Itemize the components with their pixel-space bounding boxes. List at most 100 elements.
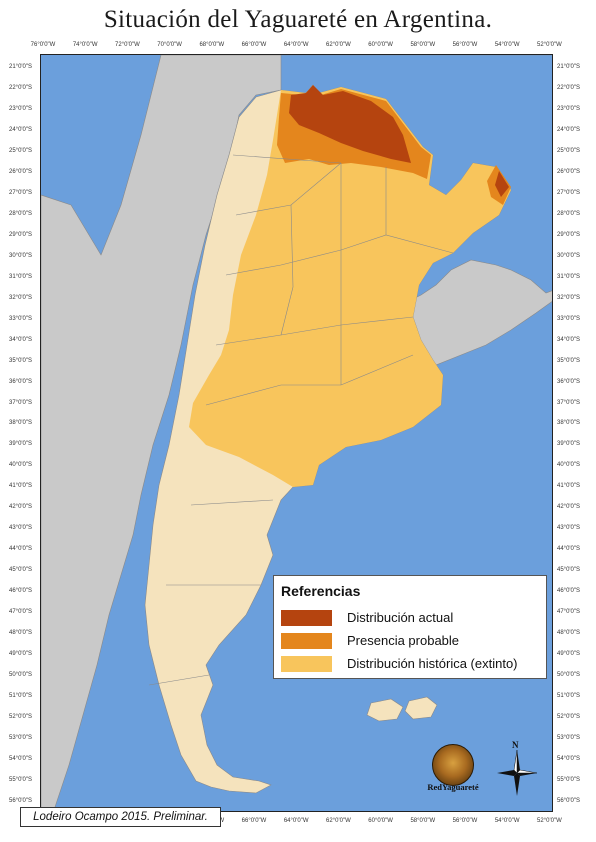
longitude-tick: 62°0'0"W: [326, 42, 351, 48]
longitude-tick: 70°0'0"W: [157, 42, 182, 48]
latitude-tick: 47°0'0"S: [9, 609, 33, 616]
latitude-tick: 42°0'0"S: [9, 504, 33, 511]
latitude-tick: 45°0'0"S: [557, 567, 581, 574]
map-title: Situación del Yaguareté en Argentina.: [103, 6, 493, 33]
longitude-tick: 54°0'0"W: [494, 42, 520, 48]
latitude-tick: 43°0'0"S: [9, 525, 33, 532]
credit-note: Lodeiro Ocampo 2015. Preliminar.: [20, 807, 221, 827]
latitude-tick: 48°0'0"S: [557, 630, 581, 637]
latitude-tick: 36°0'0"S: [557, 378, 581, 385]
latitude-tick: 30°0'0"S: [9, 252, 33, 259]
latitude-tick: 22°0'0"S: [9, 84, 33, 91]
latitude-tick: 35°0'0"S: [9, 357, 33, 364]
longitude-tick: 56°0'0"W: [452, 818, 478, 824]
latitude-tick: 54°0'0"S: [557, 756, 581, 762]
longitude-tick: 54°0'0"W: [494, 818, 520, 824]
latitude-tick: 39°0'0"S: [557, 441, 581, 448]
legend-label: Distribución actual: [347, 610, 454, 625]
latitude-tick: 56°0'0"S: [9, 797, 33, 804]
latitude-tick: 33°0'0"S: [557, 315, 581, 322]
latitude-tick: 55°0'0"S: [557, 776, 581, 783]
longitude-tick: 76°0'0"W: [30, 42, 56, 48]
latitude-tick: 50°0'0"S: [557, 672, 581, 679]
latitude-tick: 49°0'0"S: [9, 651, 33, 658]
latitude-tick: 44°0'0"S: [9, 546, 33, 553]
latitude-tick: 21°0'0"S: [9, 64, 33, 70]
longitude-tick: 68°0'0"W: [199, 42, 225, 48]
latitude-tick: 33°0'0"S: [9, 315, 33, 322]
latitude-tick: 40°0'0"S: [9, 462, 33, 469]
legend-title: Referencias: [281, 583, 361, 599]
latitude-tick: 38°0'0"S: [557, 420, 581, 427]
latitude-tick: 27°0'0"S: [9, 189, 33, 196]
latitude-tick: 39°0'0"S: [9, 441, 33, 448]
jaguar-face-icon: [432, 744, 474, 786]
latitude-tick: 37°0'0"S: [9, 399, 33, 406]
latitude-tick: 46°0'0"S: [557, 588, 581, 595]
latitude-tick: 24°0'0"S: [9, 126, 33, 133]
latitude-tick: 44°0'0"S: [557, 546, 581, 553]
latitude-tick: 49°0'0"S: [557, 651, 581, 658]
compass-rose-icon: [497, 750, 537, 796]
historical-distribution-area: [189, 85, 511, 487]
current-distribution-area: [289, 85, 411, 163]
latitude-tick: 38°0'0"S: [9, 420, 33, 427]
latitude-tick: 55°0'0"S: [9, 776, 33, 783]
legend-swatch: [281, 610, 332, 626]
latitude-tick: 29°0'0"S: [9, 231, 33, 238]
latitude-tick: 32°0'0"S: [557, 294, 581, 301]
longitude-tick: 62°0'0"W: [326, 818, 351, 824]
latitude-tick: 37°0'0"S: [557, 399, 581, 406]
latitude-tick: 41°0'0"S: [557, 483, 581, 490]
latitude-tick: 31°0'0"S: [557, 273, 581, 280]
legend: Referencias Distribución actual Presenci…: [273, 575, 547, 679]
latitude-tick: 36°0'0"S: [9, 378, 33, 385]
latitude-tick: 53°0'0"S: [9, 735, 33, 742]
map-frame: [40, 54, 553, 812]
malvinas-islands: [404, 696, 438, 720]
latitude-tick: 21°0'0"S: [557, 64, 581, 70]
longitude-tick: 56°0'0"W: [452, 42, 478, 48]
latitude-tick: 24°0'0"S: [557, 126, 581, 133]
longitude-tick: 52°0'0"W: [537, 42, 562, 48]
province-borders: [148, 154, 454, 686]
latitude-tick: 29°0'0"S: [557, 231, 581, 238]
latitude-tick: 42°0'0"S: [557, 504, 581, 511]
latitude-tick: 46°0'0"S: [9, 588, 33, 595]
legend-label: Presencia probable: [347, 633, 460, 648]
latitude-tick: 52°0'0"S: [9, 714, 33, 721]
longitude-tick: 58°0'0"W: [410, 818, 436, 824]
latitude-tick: 34°0'0"S: [9, 336, 33, 343]
longitude-tick: 72°0'0"W: [115, 42, 140, 48]
longitude-tick: 66°0'0"W: [241, 818, 267, 824]
latitude-tick: 25°0'0"S: [9, 147, 33, 154]
legend-swatch: [281, 656, 332, 672]
longitude-tick: 60°0'0"W: [368, 42, 393, 48]
latitude-tick: 28°0'0"S: [557, 210, 581, 217]
latitude-tick: 31°0'0"S: [9, 273, 33, 280]
latitude-tick: 41°0'0"S: [9, 483, 33, 490]
longitude-tick: 60°0'0"W: [368, 818, 393, 824]
legend-swatch: [281, 633, 332, 649]
latitude-tick: 54°0'0"S: [9, 756, 33, 762]
longitude-tick: 74°0'0"W: [72, 42, 98, 48]
current-distribution-area: [495, 171, 509, 197]
latitude-tick: 43°0'0"S: [557, 525, 581, 532]
latitude-tick: 51°0'0"S: [9, 693, 33, 700]
latitude-tick: 52°0'0"S: [557, 714, 581, 721]
latitude-tick: 30°0'0"S: [557, 252, 581, 259]
longitude-tick: 64°0'0"W: [283, 42, 309, 48]
latitude-tick: 26°0'0"S: [557, 168, 581, 175]
latitude-tick: 32°0'0"S: [9, 294, 33, 301]
longitude-tick: 58°0'0"W: [410, 42, 436, 48]
longitude-tick: 52°0'0"W: [537, 818, 562, 824]
latitude-tick: 35°0'0"S: [557, 357, 581, 364]
latitude-tick: 34°0'0"S: [557, 336, 581, 343]
latitude-tick: 50°0'0"S: [9, 672, 33, 679]
latitude-tick: 22°0'0"S: [557, 84, 581, 91]
latitude-tick: 23°0'0"S: [557, 105, 581, 112]
longitude-tick: 64°0'0"W: [283, 818, 309, 824]
map-canvas: [41, 55, 552, 811]
latitude-tick: 56°0'0"S: [557, 797, 581, 804]
latitude-tick: 26°0'0"S: [9, 168, 33, 175]
